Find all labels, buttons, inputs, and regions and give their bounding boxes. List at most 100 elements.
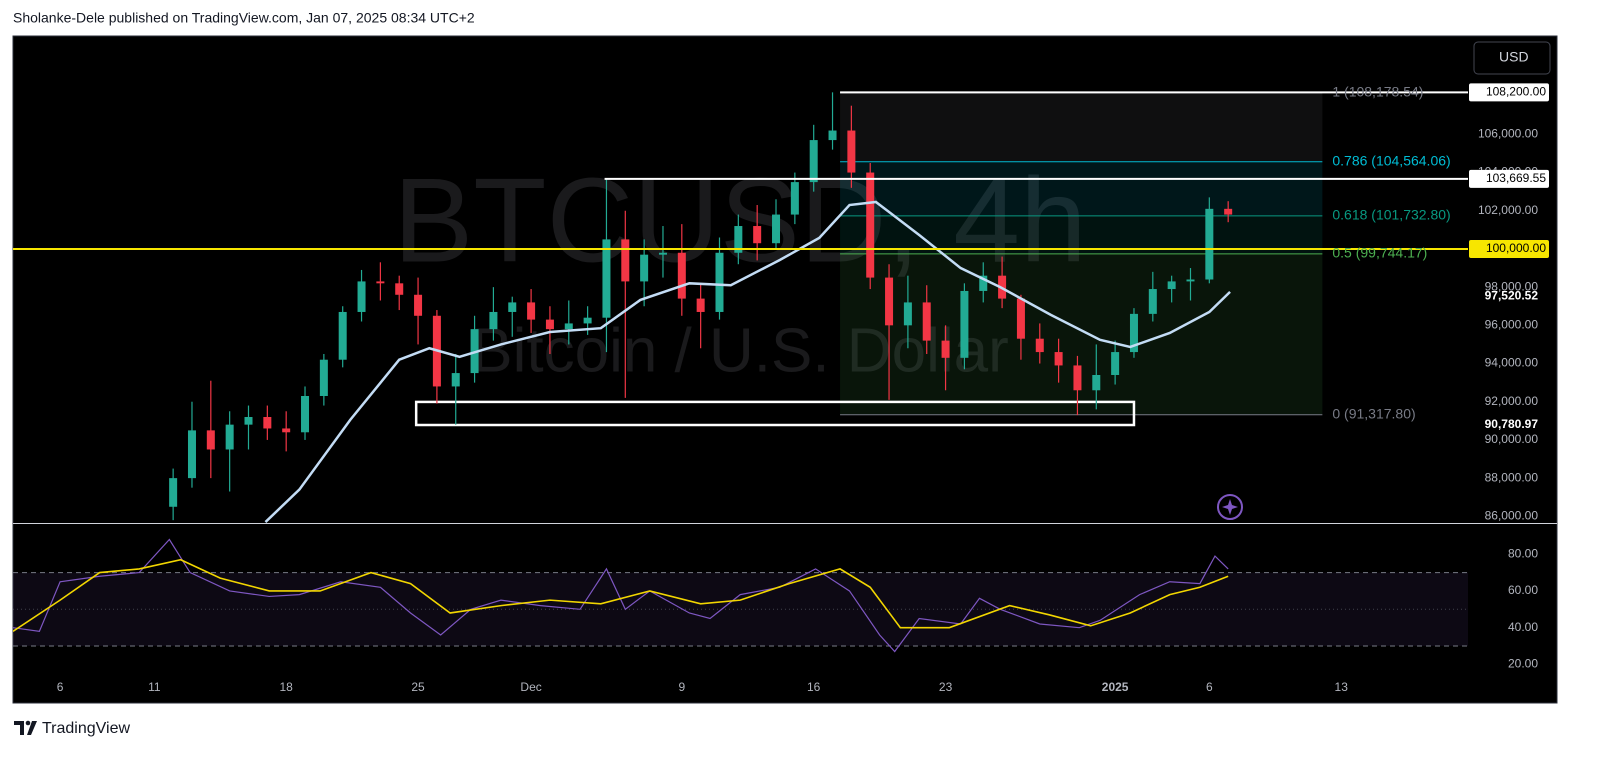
candle-body [696, 298, 705, 312]
candle-body [545, 319, 554, 330]
axes: 86,000.00 88,000.00 90,000.00 92,000.00 94,0… [57, 83, 1549, 694]
x-tick-label: 18 [279, 680, 293, 694]
candle-body [960, 290, 969, 358]
candle-body [772, 214, 781, 244]
x-tick-label: 13 [1335, 680, 1349, 694]
candle-body [376, 281, 385, 284]
footer-brand: TradingView [42, 720, 130, 737]
footer-logo-mark [14, 721, 37, 735]
candle-body [1016, 298, 1025, 339]
candle-body [1167, 281, 1176, 290]
candle-body [828, 130, 837, 141]
candle-body [979, 275, 988, 291]
candle-body [941, 340, 950, 358]
candle-body [1224, 208, 1233, 215]
candle-body [508, 302, 517, 312]
y-tick-label: 80.00 [1508, 546, 1538, 560]
y-tick-label: 86,000.00 [1485, 508, 1539, 522]
x-tick-label: Dec [520, 680, 541, 694]
candle-body [282, 428, 291, 433]
candle-body [602, 239, 611, 318]
candle-body [187, 430, 196, 479]
currency-button-frame[interactable] [1473, 41, 1551, 75]
currency-button[interactable]: USD [1473, 41, 1551, 75]
assistant-icon[interactable] [1217, 494, 1243, 520]
candle-body [244, 417, 253, 425]
candle-body [640, 254, 649, 282]
watermark-title: BTCUSD, 4h [393, 154, 1087, 288]
rsi-line [13, 558, 1229, 633]
candle-body [809, 140, 818, 183]
price-label: 103,669.55 [1486, 171, 1546, 185]
y-tick-label: 96,000.00 [1485, 318, 1539, 332]
fib-level-label: 0.5 (99,744.17) [1332, 245, 1427, 261]
currency-button-label[interactable]: USD [1499, 49, 1529, 65]
y-tick-label: 90,000.00 [1485, 432, 1539, 446]
x-tick-label: 11 [148, 680, 161, 694]
candle-body [715, 252, 724, 312]
price-label-box [1469, 83, 1549, 102]
candle-body [1092, 374, 1101, 391]
y-tick-label: 60.00 [1508, 583, 1538, 597]
candle-body [753, 226, 762, 244]
x-tick-label: 9 [678, 680, 685, 694]
support-zone [414, 400, 1136, 427]
candle-body [621, 239, 630, 282]
assistant-ring[interactable] [1217, 494, 1243, 520]
fib-zone [840, 253, 1323, 415]
candle-body [527, 302, 536, 320]
candle-body [658, 252, 667, 255]
watermark-subtitle: Bitcoin / U.S. Dollar [471, 316, 1009, 385]
y-tick-label: 106,000.00 [1478, 127, 1538, 141]
price-label: 100,000.00 [1486, 241, 1546, 255]
fib-level-label: 0.786 (104,564.06) [1332, 152, 1450, 168]
candle-body [1111, 352, 1120, 375]
footer-logo: TradingView [14, 720, 130, 737]
x-tick-label: 25 [411, 680, 425, 694]
candle-body [677, 252, 686, 299]
candle-body [922, 302, 931, 341]
candle-body [169, 478, 178, 507]
candle-body [206, 430, 215, 450]
fib-level-label: 0.618 (101,732.80) [1332, 207, 1450, 223]
candle-body [451, 373, 460, 387]
price-label: 108,200.00 [1486, 85, 1546, 99]
fib-level-label: 1 (108,178.54) [1332, 83, 1423, 99]
candle-body [1054, 352, 1063, 366]
fib-zone [840, 92, 1323, 162]
fib-level-label: 0 (91,317.80) [1332, 405, 1415, 421]
x-tick-label: 23 [939, 680, 953, 694]
candle-body [847, 130, 856, 173]
candle-body [263, 417, 272, 429]
candle-body [319, 359, 328, 396]
candle-body [489, 311, 498, 330]
candle-body [866, 172, 875, 278]
y-tick-label: 92,000.00 [1485, 394, 1539, 408]
price-label: 97,520.52 [1485, 288, 1539, 302]
y-tick-label: 94,000.00 [1485, 356, 1539, 370]
candle-body [1129, 313, 1138, 353]
y-tick-label: 88,000.00 [1485, 470, 1539, 484]
y-tick-label: 40.00 [1508, 620, 1538, 634]
header-text: Sholanke-Dele published on TradingView.c… [13, 10, 475, 26]
candle-body [1186, 279, 1195, 282]
candle-body [1148, 289, 1157, 314]
candle-body [301, 395, 310, 433]
candle-body [414, 294, 423, 316]
x-tick-label: 6 [1206, 680, 1213, 694]
y-tick-label: 102,000.00 [1478, 203, 1538, 217]
y-tick-label: 98,000.00 [1485, 279, 1539, 293]
chart-background [12, 35, 1558, 704]
price-label: 90,780.97 [1485, 417, 1539, 431]
x-tick-label: 2025 [1102, 680, 1129, 694]
candle-body [395, 283, 404, 295]
candle-body [564, 323, 573, 330]
candle-body [734, 226, 743, 253]
price-label-box [1469, 239, 1549, 258]
assistant-star[interactable] [1222, 499, 1238, 515]
price-label-box [1469, 169, 1549, 188]
candle-body [790, 182, 799, 215]
x-tick-label: 16 [807, 680, 821, 694]
